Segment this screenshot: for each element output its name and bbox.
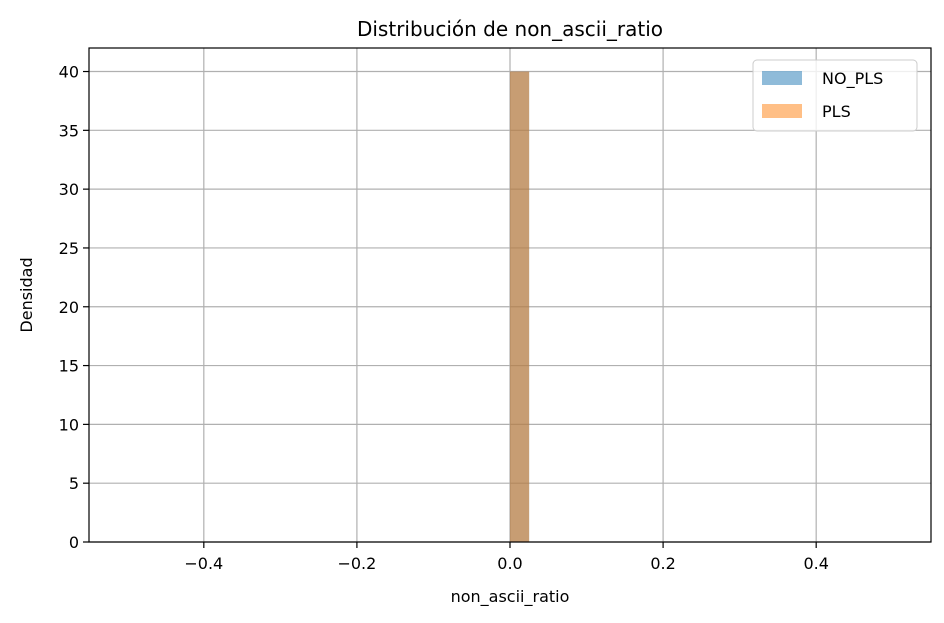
chart-title: Distribución de non_ascii_ratio bbox=[357, 17, 663, 41]
axis-ticks: −0.4 −0.2 0.0 0.2 0.4 0 5 10 15 20 25 30 35 40 bbox=[59, 63, 829, 573]
x-axis-title: non_ascii_ratio bbox=[451, 587, 570, 607]
legend: NO_PLS PLS bbox=[752, 59, 918, 132]
y-tick-label-5: 25 bbox=[59, 239, 79, 258]
legend-label-no-pls: NO_PLS bbox=[822, 69, 883, 89]
y-tick-label-8: 40 bbox=[59, 63, 79, 82]
legend-swatch-pls bbox=[762, 104, 802, 118]
x-tick-label-0: −0.4 bbox=[184, 554, 223, 573]
y-tick-label-4: 20 bbox=[59, 298, 79, 317]
legend-swatch-no-pls bbox=[762, 71, 802, 85]
x-tick-label-4: 0.4 bbox=[803, 554, 828, 573]
y-tick-label-1: 5 bbox=[69, 474, 79, 493]
x-tick-label-3: 0.2 bbox=[650, 554, 675, 573]
histogram-bars bbox=[510, 71, 530, 543]
y-tick-label-3: 15 bbox=[59, 357, 79, 376]
y-axis-title: Densidad bbox=[17, 257, 36, 332]
x-tick-label-2: 0.0 bbox=[497, 554, 522, 573]
legend-label-pls: PLS bbox=[822, 102, 851, 121]
y-tick-label-2: 10 bbox=[59, 415, 79, 434]
y-tick-label-7: 35 bbox=[59, 121, 79, 140]
bar-pls-0 bbox=[510, 71, 530, 543]
y-tick-label-0: 0 bbox=[69, 533, 79, 552]
x-tick-label-1: −0.2 bbox=[337, 554, 376, 573]
y-tick-label-6: 30 bbox=[59, 180, 79, 199]
